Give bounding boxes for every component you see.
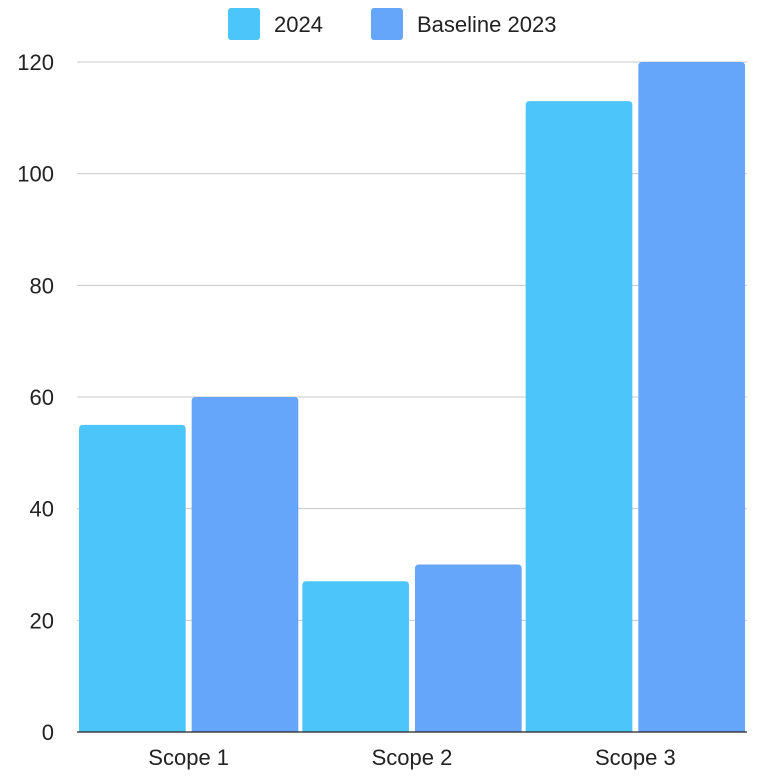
legend: 2024 Baseline 2023	[228, 8, 556, 40]
y-axis-tick-labels: 0 20 40 60 80 100 120	[17, 50, 54, 745]
bars	[79, 62, 745, 733]
bar-baseline-2023-scope-3	[638, 62, 745, 732]
bar-2024-scope-1	[79, 424, 186, 732]
y-tick-label: 100	[17, 162, 54, 187]
y-tick-label: 80	[30, 273, 54, 298]
x-axis-category-labels: Scope 1 Scope 2 Scope 3	[148, 745, 675, 770]
x-category-label: Scope 3	[595, 745, 676, 770]
y-tick-label: 40	[30, 497, 54, 522]
x-category-label: Scope 1	[148, 745, 229, 770]
y-tick-label: 60	[30, 385, 54, 410]
legend-swatch-baseline-2023	[371, 8, 403, 40]
legend-label: Baseline 2023	[417, 12, 556, 37]
y-tick-label: 20	[30, 608, 54, 633]
bar-baseline-2023-scope-1	[191, 397, 299, 732]
legend-label: 2024	[274, 12, 323, 37]
bar-baseline-2023-scope-2	[415, 564, 522, 732]
x-category-label: Scope 2	[372, 745, 453, 770]
y-tick-label: 0	[42, 720, 54, 745]
bar-2024-scope-3	[525, 101, 633, 733]
gridlines	[77, 61, 747, 621]
y-tick-label: 120	[17, 50, 54, 75]
legend-swatch-2024	[228, 8, 260, 40]
bar-2024-scope-2	[302, 581, 409, 732]
